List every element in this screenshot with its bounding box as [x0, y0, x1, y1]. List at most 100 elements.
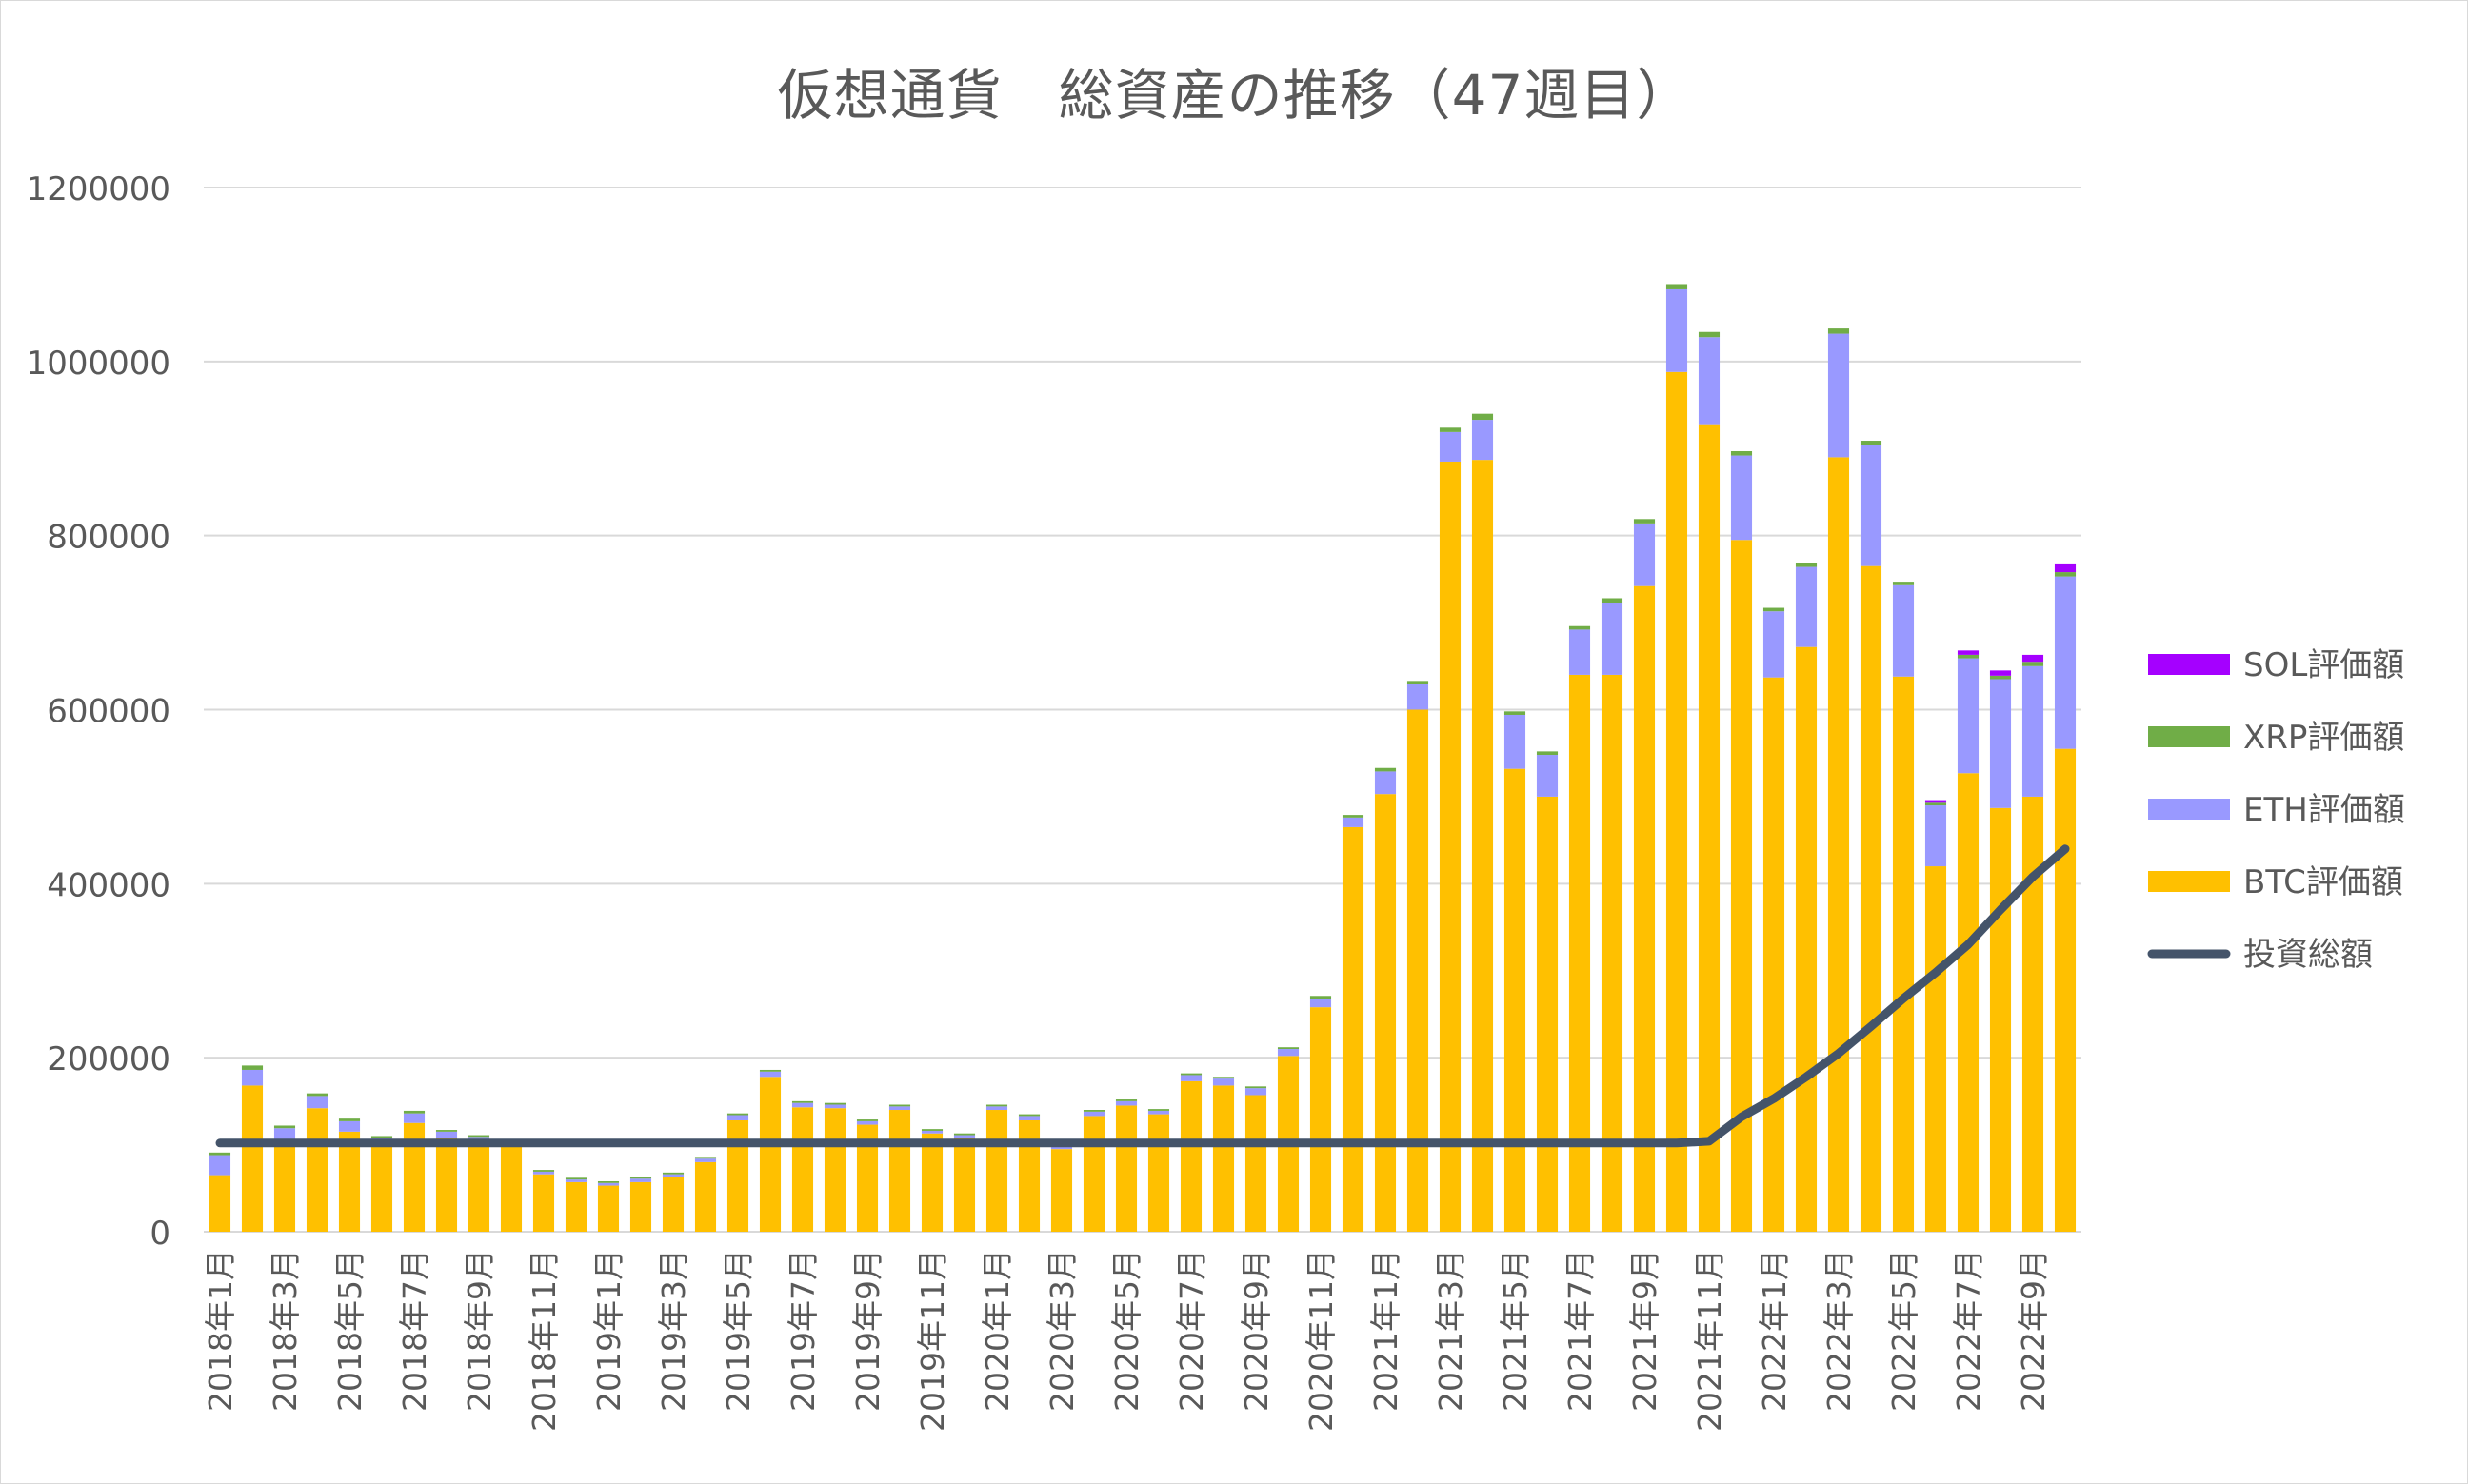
line-investment-total [215, 844, 2070, 1148]
x-tick-label: 2022年5月 [1885, 1249, 1922, 1412]
bar-xrp [824, 1102, 846, 1105]
y-tick-label: 600000 [47, 693, 170, 731]
bar-eth [1147, 1110, 1170, 1115]
bar-btc [662, 1177, 685, 1232]
bar-xrp [1795, 563, 1818, 567]
bar-btc [1147, 1114, 1170, 1232]
y-tick-label: 0 [149, 1215, 170, 1253]
bar-btc [694, 1161, 717, 1232]
x-tick-label: 2021年3月 [1432, 1249, 1469, 1412]
legend-label: BTC評価額 [2243, 863, 2403, 901]
legend-swatch [2148, 799, 2230, 820]
bar-btc [1860, 565, 1882, 1232]
bar-eth [662, 1174, 685, 1177]
bar-btc [1601, 674, 1623, 1232]
bar-btc [1406, 709, 1429, 1232]
x-tick-label: 2020年1月 [979, 1249, 1016, 1412]
bar-eth [1212, 1078, 1235, 1086]
bar-btc [985, 1110, 1008, 1232]
bar-btc [888, 1110, 911, 1232]
bar-btc [1633, 585, 1656, 1232]
bar-eth [1180, 1075, 1203, 1081]
x-tick-label: 2020年7月 [1173, 1249, 1210, 1412]
bar-xrp [1115, 1099, 1138, 1101]
y-tick-label: 1200000 [27, 170, 170, 208]
bar-layer [209, 284, 2077, 1232]
x-tick-label: 2018年1月 [202, 1249, 239, 1412]
bar-xrp [1277, 1047, 1300, 1050]
bar-btc [370, 1140, 393, 1232]
bar-btc [1568, 674, 1591, 1232]
bar-eth [1601, 603, 1623, 675]
bar-eth [1503, 714, 1526, 769]
bar-eth [824, 1104, 846, 1109]
bar-xrp [1568, 625, 1591, 630]
bar-xrp [1957, 654, 1980, 659]
bar-eth [1827, 333, 1850, 458]
line-layer [215, 844, 2070, 1148]
bar-eth [1568, 629, 1591, 675]
bar-btc [1827, 457, 1850, 1232]
bar-btc [1180, 1080, 1203, 1232]
bar-eth [1924, 805, 1947, 867]
bar-btc [1503, 768, 1526, 1232]
bar-btc [2021, 796, 2044, 1232]
bar-xrp [791, 1100, 814, 1103]
bar-xrp [1244, 1086, 1267, 1089]
bar-eth [1050, 1146, 1073, 1150]
bar-btc [1698, 424, 1721, 1232]
legend-swatch [2148, 654, 2230, 675]
bar-eth [1860, 445, 1882, 566]
bar-xrp [856, 1119, 879, 1121]
bar-btc [435, 1138, 458, 1232]
bar-eth [726, 1115, 749, 1120]
bar-xrp [1018, 1114, 1041, 1117]
bar-xrp [1147, 1109, 1170, 1111]
bar-btc [1244, 1095, 1267, 1232]
bar-xrp [1439, 427, 1462, 432]
legend-label: SOL評価額 [2243, 646, 2404, 684]
x-tick-label: 2019年3月 [655, 1249, 692, 1412]
y-tick-label: 1000000 [27, 345, 170, 383]
x-tick-label: 2019年11月 [914, 1249, 951, 1432]
bar-btc [1665, 371, 1688, 1232]
bar-eth [338, 1120, 361, 1132]
bar-xrp [1892, 582, 1915, 585]
chart-title: 仮想通貨 総資産の推移（47週目） [777, 63, 1693, 128]
bar-btc [2054, 748, 2077, 1232]
bar-eth [1989, 679, 2012, 808]
x-tick-label: 2022年3月 [1821, 1249, 1858, 1412]
bar-eth [921, 1130, 944, 1134]
bar-xrp [1924, 802, 1947, 806]
bar-eth [1698, 337, 1721, 425]
bar-xrp [1601, 598, 1623, 603]
bar-xrp [694, 1157, 717, 1159]
x-tick-label: 2019年5月 [720, 1249, 757, 1412]
bar-eth [1730, 455, 1753, 541]
bar-btc [532, 1174, 555, 1232]
bar-xrp [338, 1118, 361, 1121]
bar-xrp [306, 1093, 328, 1097]
bar-btc [1795, 646, 1818, 1232]
bar-xrp [888, 1104, 911, 1107]
bar-xrp [1730, 450, 1753, 456]
bar-eth [856, 1120, 879, 1125]
bar-xrp [921, 1129, 944, 1131]
bar-xrp [1698, 331, 1721, 338]
bar-xrp [565, 1177, 587, 1180]
bar-eth [565, 1179, 587, 1182]
bar-xrp [1665, 284, 1688, 289]
bar-btc [1439, 461, 1462, 1232]
bar-xrp [1503, 711, 1526, 715]
y-tick-label: 800000 [47, 519, 170, 557]
bar-eth [759, 1071, 782, 1078]
bar-xrp [1083, 1110, 1105, 1112]
bar-btc [500, 1144, 523, 1232]
bar-eth [1309, 999, 1332, 1008]
bar-xrp [532, 1170, 555, 1172]
bar-xrp [662, 1172, 685, 1175]
x-tick-label: 2020年5月 [1108, 1249, 1145, 1412]
x-tick-label: 2022年1月 [1756, 1249, 1793, 1412]
bar-eth [1665, 288, 1688, 372]
